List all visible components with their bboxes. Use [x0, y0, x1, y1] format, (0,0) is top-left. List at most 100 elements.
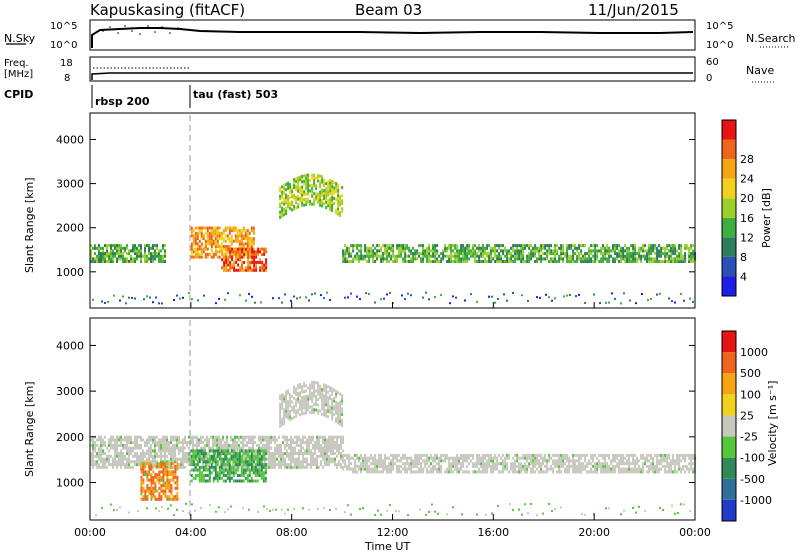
echo-cell — [680, 249, 683, 253]
echo-cell — [306, 443, 308, 447]
echo-cell — [235, 250, 238, 254]
echo-cell — [532, 470, 535, 474]
echo-cell — [208, 239, 211, 243]
echo-cell — [264, 443, 266, 447]
echo-cell — [424, 249, 427, 253]
echo-cell — [254, 457, 257, 461]
echo-cell — [323, 178, 326, 182]
echo-cell — [289, 409, 292, 413]
echo-cell — [618, 453, 621, 457]
cpid-label: CPID — [4, 88, 33, 101]
echo-cell — [266, 463, 268, 467]
echo-cell — [238, 438, 240, 442]
echo-cell — [300, 441, 302, 445]
echo-cell — [376, 244, 379, 248]
echo-cell — [210, 255, 213, 259]
echo-cell — [152, 489, 155, 493]
echo-cell — [136, 249, 138, 253]
echo-cell — [606, 257, 609, 261]
echo-cell — [210, 234, 213, 238]
echo-cell — [255, 268, 258, 272]
echo-cell — [564, 470, 567, 474]
echo-cell — [259, 266, 262, 270]
echo-cell — [342, 465, 344, 469]
echo-cell — [240, 234, 243, 238]
echo-cell — [124, 454, 126, 458]
echo-cell — [574, 467, 577, 471]
echo-cell — [110, 454, 112, 458]
echo-cell — [116, 449, 118, 453]
echo-cell — [130, 441, 132, 445]
echo-cell — [274, 441, 276, 445]
echo-cell — [302, 452, 304, 456]
echo-cell — [150, 438, 152, 442]
echo-cell — [182, 463, 184, 467]
echo-cell — [274, 452, 276, 456]
echo-cell — [160, 449, 162, 453]
echo-cell — [474, 464, 477, 468]
echo-cell — [226, 446, 228, 450]
echo-cell — [676, 456, 679, 460]
echo-cell — [590, 244, 593, 248]
echo-cell — [228, 460, 231, 464]
echo-cell — [279, 397, 282, 401]
echo-cell — [250, 229, 253, 233]
echo-cell — [628, 470, 631, 474]
echo-cell — [305, 203, 308, 207]
echo-cell — [400, 464, 403, 468]
echo-cell — [608, 252, 611, 256]
echo-cell — [658, 462, 661, 466]
echo-cell — [318, 449, 320, 453]
echo-cell — [480, 246, 483, 250]
echo-cell — [596, 467, 599, 471]
echo-cell — [678, 254, 681, 258]
echo-cell — [192, 446, 194, 450]
echo-cell — [288, 457, 290, 461]
echo-cell — [348, 462, 351, 466]
echo-cell — [311, 194, 314, 198]
echo-cell — [337, 196, 340, 200]
echo-cell — [204, 245, 207, 248]
echo-cell — [281, 209, 284, 213]
echo-cell — [128, 511, 130, 514]
echo-cell — [272, 457, 274, 461]
echo-cell — [222, 463, 225, 467]
echo-cell — [384, 464, 387, 468]
echo-cell — [398, 246, 401, 250]
echo-cell — [448, 467, 451, 471]
echo-cell — [530, 459, 533, 463]
echo-cell — [164, 481, 167, 485]
echo-cell — [289, 204, 292, 208]
echo-cell — [140, 252, 142, 256]
echo-cell — [206, 474, 209, 477]
echo-cell — [490, 252, 493, 256]
echo-cell — [618, 470, 621, 474]
echo-cell — [142, 489, 145, 493]
echo-cell — [150, 475, 153, 479]
echo-cell — [283, 213, 286, 217]
echo-cell — [599, 302, 601, 305]
echo-cell — [146, 462, 149, 466]
echo-cell — [198, 449, 201, 453]
echo-cell — [594, 249, 597, 253]
echo-cell — [496, 257, 499, 261]
echo-cell — [414, 462, 417, 466]
echo-cell — [690, 456, 693, 460]
echo-cell — [672, 462, 675, 466]
echo-cell — [496, 467, 499, 471]
echo-cell — [308, 443, 310, 447]
echo-cell — [384, 462, 387, 466]
echo-cell — [228, 468, 231, 472]
echo-cell — [418, 453, 421, 457]
echo-cell — [252, 463, 254, 467]
echo-cell — [293, 186, 296, 190]
echo-cell — [160, 489, 163, 493]
echo-cell — [158, 473, 161, 477]
echo-cell — [150, 467, 153, 471]
echo-cell — [244, 242, 247, 246]
echo-cell — [212, 476, 215, 480]
echo-cell — [216, 443, 218, 447]
echo-cell — [261, 263, 264, 267]
echo-cell — [407, 514, 409, 517]
echo-cell — [436, 252, 439, 256]
